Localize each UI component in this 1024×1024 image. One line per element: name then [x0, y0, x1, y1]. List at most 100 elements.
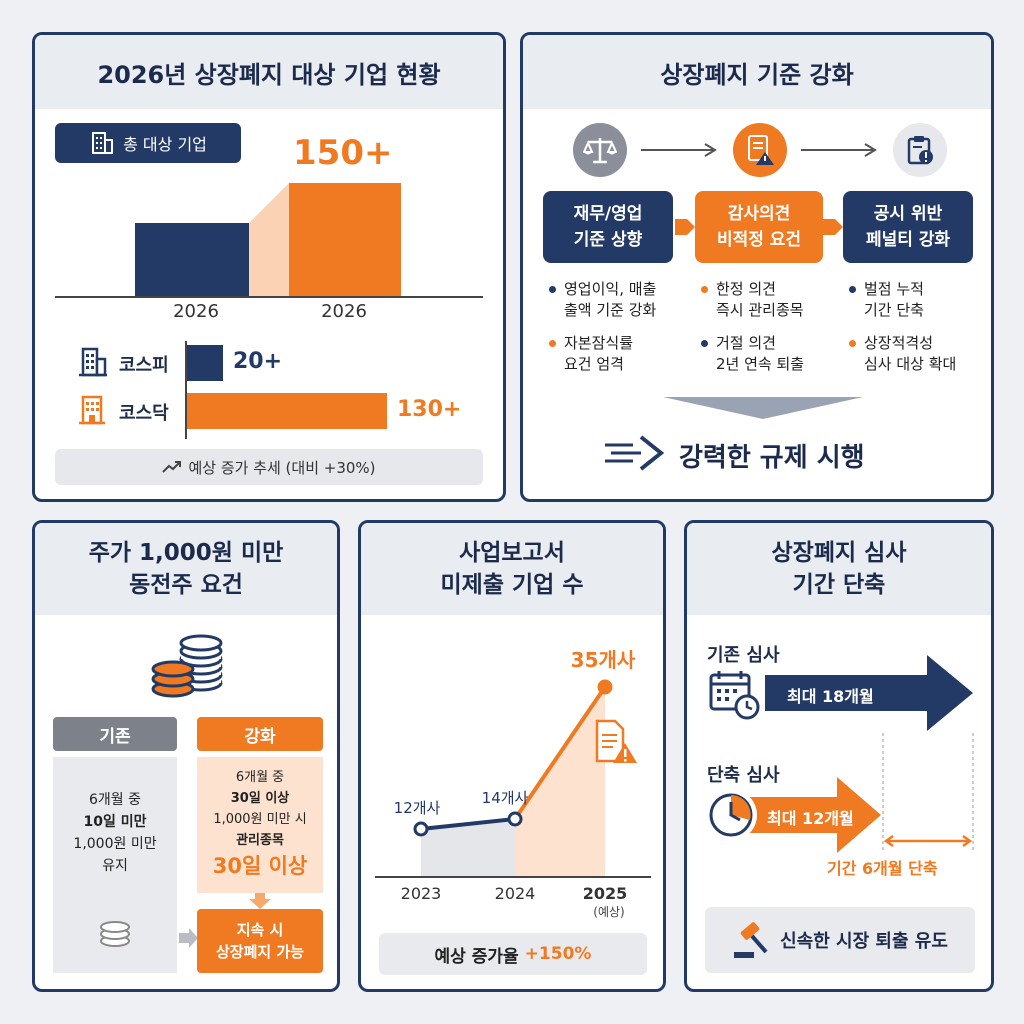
new-rule-line: 관리종목: [236, 833, 284, 848]
total-targets-badge: 총 대상 기업: [55, 123, 241, 163]
down-arrow: [249, 893, 271, 909]
step-arrow-2: [823, 219, 843, 235]
step-box-financial: 재무/영업 기준 상향: [543, 191, 673, 263]
old-label-tab: 기존: [53, 717, 177, 751]
area-base: [421, 819, 515, 877]
bullet-text: 자본잠식률 요건 엄격: [564, 334, 634, 373]
area-forecast: [515, 687, 605, 877]
bar-year-left: 2026: [173, 301, 219, 322]
bullet-text: 거절 의견 2년 연속 퇴출: [716, 334, 805, 373]
kospi-label: 코스피: [119, 355, 169, 376]
panel-title: 상장폐지 심사 기간 단축: [687, 523, 991, 615]
comparison-bars: [55, 183, 483, 298]
kosdaq-value: 130+: [397, 397, 462, 422]
panel-delisting-status: 2026년 상장폐지 대상 기업 현황 총 대상 기업 150+ 2026 20…: [32, 32, 506, 502]
coin-icon: [100, 921, 130, 947]
new-rule-highlight: 30일 이상: [212, 854, 308, 878]
bullet-item: 한정 의견 즉시 관리종목: [701, 279, 804, 321]
x-tick-2024: 2024: [495, 884, 536, 903]
data-point-2025: [597, 679, 613, 695]
step-arrow-1: [675, 219, 695, 235]
scale-icon: [583, 138, 617, 164]
panel-penny-stock: 주가 1,000원 미만 동전주 요건 기존 강화 6개월 중 10일 미만 1…: [32, 520, 340, 992]
data-point-2023: [413, 821, 429, 837]
conclusion-text: 강력한 규제 시행: [679, 443, 865, 473]
funnel-triangle: [663, 397, 863, 419]
flow-arrow-2: [801, 143, 877, 157]
kospi-bar: [187, 345, 223, 381]
warning-document-icon: [595, 719, 637, 763]
kospi-value: 20+: [233, 349, 283, 374]
trend-note-box: 예상 증가 추세 (대비 +30%): [55, 449, 483, 485]
bullet-text: 영업이익, 매출 출액 기준 강화: [564, 280, 657, 319]
bullet-item: 벌점 누적 기간 단축: [849, 279, 924, 321]
new-review-arrow: [741, 777, 881, 853]
new-rule-box: 6개월 중 30일 이상 1,000원 미만 시 관리종목 30일 이상: [197, 757, 323, 893]
new-rule-line: 6개월 중: [235, 770, 285, 785]
delisting-result-box: 지속 시 상장폐지 가능: [197, 909, 323, 973]
panel-title: 상장폐지 기준 강화: [523, 35, 991, 109]
clock-icon-bg: [705, 789, 757, 841]
data-label-2025: 35개사: [571, 648, 636, 672]
total-targets-label: 총 대상 기업: [123, 135, 207, 154]
data-point-2024: [507, 811, 523, 827]
calendar-icon-bg: [705, 667, 765, 723]
panel-title: 사업보고서 미제출 기업 수: [361, 523, 663, 615]
compare-arrow: [179, 928, 198, 948]
bullet-item: 상장적격성 심사 대상 확대: [849, 333, 956, 375]
x-tick-2023: 2023: [401, 884, 442, 903]
forecast-note: (예상): [593, 905, 625, 919]
reduction-label: 기간 6개월 단축: [827, 859, 938, 878]
old-rule-line: 유지: [102, 858, 128, 874]
bullet-text: 상장적격성 심사 대상 확대: [864, 334, 957, 373]
total-targets-value: 150+: [293, 133, 393, 173]
growth-box: 예상 증가율 +150%: [379, 933, 647, 975]
footer-box: 신속한 시장 퇴출 유도: [705, 907, 975, 973]
bullet-text: 한정 의견 즉시 관리종목: [716, 280, 804, 319]
growth-value: +150%: [524, 944, 592, 964]
old-rule-line: 10일 미만: [83, 814, 147, 830]
panel-title: 2026년 상장폐지 대상 기업 현황: [35, 35, 503, 109]
bullet-text: 벌점 누적 기간 단축: [864, 280, 924, 319]
line-segment-2023-2024: [420, 817, 516, 831]
audit-report-icon: [748, 135, 774, 165]
old-rule-line: 6개월 중: [89, 792, 141, 808]
bar-connector: [249, 183, 289, 297]
data-label-2024: 14개사: [482, 789, 529, 807]
growth-label: 예상 증가율: [434, 946, 519, 967]
bullet-item: 자본잠식률 요건 엄격: [549, 333, 633, 375]
new-label-tab: 강화: [197, 717, 323, 751]
bar-right: [289, 183, 401, 297]
bullet-item: 거절 의견 2년 연속 퇴출: [701, 333, 804, 375]
kosdaq-bar: [187, 393, 387, 429]
old-review-period: 최대 18개월: [787, 687, 874, 706]
audit-icon-circle: [733, 123, 787, 177]
bar-left: [135, 223, 249, 297]
trend-note: 예상 증가 추세 (대비 +30%): [188, 458, 376, 477]
new-review-period: 최대 12개월: [767, 809, 854, 828]
kosdaq-label: 코스닥: [119, 403, 169, 424]
data-label-2023: 12개사: [394, 799, 441, 817]
old-review-arrow: [741, 655, 973, 731]
coin-stack-icon: [151, 634, 223, 698]
panel-criteria-tightening: 상장폐지 기준 강화 재무/영업 기준 상향 감사의견 비적정 요건 공시 위반…: [520, 32, 994, 502]
footer-text: 신속한 시장 퇴출 유도: [780, 931, 948, 952]
new-rule-line: 1,000원 미만 시: [213, 812, 307, 827]
conclusion-arrow-icon: [605, 435, 665, 471]
step-box-audit: 감사의견 비적정 요건: [695, 191, 823, 263]
kospi-building-icon: [79, 347, 107, 377]
building-icon: [92, 132, 114, 154]
reduction-guides: [882, 733, 974, 853]
line-segment-2024-2025: [513, 685, 607, 821]
scale-icon-circle: [573, 123, 627, 177]
old-rule-line: 1,000원 미만: [73, 836, 157, 852]
clock-icon: [709, 793, 753, 837]
calendar-clock-icon: [709, 671, 760, 720]
clipboard-icon-circle: [893, 123, 947, 177]
panel-title: 주가 1,000원 미만 동전주 요건: [35, 523, 337, 615]
step-box-disclosure: 공시 위반 페널티 강화: [843, 191, 973, 263]
clipboard-warning-icon: [907, 136, 933, 165]
bar-year-right: 2026: [321, 301, 367, 322]
panel-unsubmitted-reports: 사업보고서 미제출 기업 수 12개사 2023 14개사 2024 35개사 2025 …: [358, 520, 666, 992]
bullet-item: 영업이익, 매출 출액 기준 강화: [549, 279, 656, 321]
